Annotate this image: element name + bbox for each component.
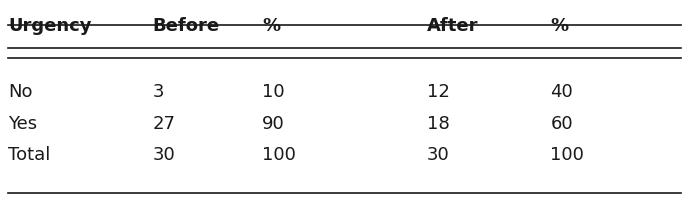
Text: 30: 30	[152, 146, 175, 164]
Text: Total: Total	[8, 146, 50, 164]
Text: %: %	[551, 17, 568, 35]
Text: 10: 10	[262, 83, 285, 101]
Text: 18: 18	[427, 115, 450, 133]
Text: After: After	[427, 17, 478, 35]
Text: 40: 40	[551, 83, 573, 101]
Text: %: %	[262, 17, 280, 35]
Text: Urgency: Urgency	[8, 17, 92, 35]
Text: 100: 100	[262, 146, 296, 164]
Text: No: No	[8, 83, 33, 101]
Text: 30: 30	[427, 146, 450, 164]
Text: 27: 27	[152, 115, 176, 133]
Text: 12: 12	[427, 83, 450, 101]
Text: Yes: Yes	[8, 115, 37, 133]
Text: Before: Before	[152, 17, 220, 35]
Text: 3: 3	[152, 83, 164, 101]
Text: 90: 90	[262, 115, 285, 133]
Text: 100: 100	[551, 146, 584, 164]
Text: 60: 60	[551, 115, 573, 133]
